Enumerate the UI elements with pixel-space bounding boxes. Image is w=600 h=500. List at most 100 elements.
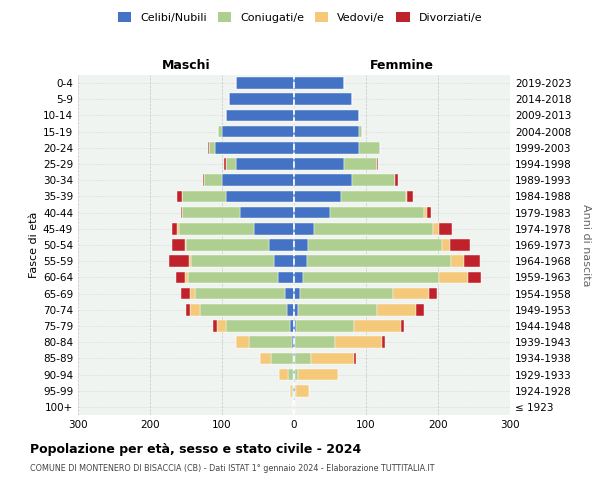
Bar <box>204 174 222 186</box>
Bar <box>181 207 182 218</box>
Y-axis label: Anni di nascita: Anni di nascita <box>581 204 591 286</box>
Bar <box>182 207 240 218</box>
Bar <box>294 94 352 105</box>
Bar <box>439 223 452 234</box>
Bar <box>185 239 186 251</box>
Bar <box>269 239 294 251</box>
Bar <box>294 190 341 202</box>
Bar <box>464 256 480 267</box>
Bar <box>294 158 344 170</box>
Bar <box>294 126 359 138</box>
Bar <box>439 272 468 283</box>
Bar <box>294 239 308 251</box>
Bar <box>298 304 377 316</box>
Bar <box>294 174 352 186</box>
Bar <box>200 304 287 316</box>
Bar <box>290 385 292 396</box>
Text: Femmine: Femmine <box>370 59 434 72</box>
Bar <box>294 272 302 283</box>
Bar <box>217 320 226 332</box>
Bar <box>176 272 185 283</box>
Bar <box>468 272 481 283</box>
Bar <box>294 304 298 316</box>
Bar <box>427 207 431 218</box>
Y-axis label: Fasce di età: Fasce di età <box>29 212 39 278</box>
Bar <box>295 336 335 348</box>
Bar <box>236 336 248 348</box>
Bar <box>352 174 395 186</box>
Bar <box>430 288 437 300</box>
Bar <box>178 223 179 234</box>
Bar <box>294 223 314 234</box>
Bar <box>359 126 362 138</box>
Bar <box>226 158 236 170</box>
Bar <box>442 239 450 251</box>
Bar <box>208 142 209 154</box>
Bar <box>295 385 296 396</box>
Bar <box>295 368 298 380</box>
Bar <box>335 336 382 348</box>
Bar <box>189 256 191 267</box>
Bar <box>179 223 254 234</box>
Bar <box>308 239 442 251</box>
Bar <box>181 288 190 300</box>
Bar <box>341 190 406 202</box>
Bar <box>248 336 292 348</box>
Bar <box>401 320 404 332</box>
Bar <box>185 272 188 283</box>
Bar <box>190 288 196 300</box>
Bar <box>294 352 295 364</box>
Bar <box>394 288 430 300</box>
Bar <box>209 142 215 154</box>
Bar <box>296 320 354 332</box>
Bar <box>224 158 226 170</box>
Bar <box>355 352 356 364</box>
Bar <box>294 142 359 154</box>
Text: Maschi: Maschi <box>161 59 211 72</box>
Bar <box>229 94 294 105</box>
Bar <box>172 223 178 234</box>
Bar <box>287 304 294 316</box>
Bar <box>294 256 307 267</box>
Bar <box>236 158 294 170</box>
Bar <box>359 142 380 154</box>
Bar <box>226 320 290 332</box>
Bar <box>416 304 424 316</box>
Bar <box>226 110 294 122</box>
Bar <box>298 368 338 380</box>
Bar <box>294 336 295 348</box>
Bar <box>377 304 416 316</box>
Bar <box>406 190 407 202</box>
Legend: Celibi/Nubili, Coniugati/e, Vedovi/e, Divorziati/e: Celibi/Nubili, Coniugati/e, Vedovi/e, Di… <box>113 8 487 28</box>
Bar <box>294 288 300 300</box>
Bar <box>278 272 294 283</box>
Bar <box>218 126 222 138</box>
Bar <box>292 385 293 396</box>
Bar <box>290 320 294 332</box>
Bar <box>451 256 464 267</box>
Bar <box>191 256 274 267</box>
Bar <box>296 385 309 396</box>
Bar <box>240 207 294 218</box>
Bar <box>294 110 359 122</box>
Bar <box>172 239 185 251</box>
Bar <box>294 385 295 396</box>
Bar <box>292 336 294 348</box>
Bar <box>395 174 398 186</box>
Bar <box>226 190 294 202</box>
Bar <box>293 401 294 412</box>
Bar <box>302 272 439 283</box>
Bar <box>382 336 385 348</box>
Bar <box>293 385 294 396</box>
Bar <box>203 174 204 186</box>
Bar <box>314 223 433 234</box>
Text: Popolazione per età, sesso e stato civile - 2024: Popolazione per età, sesso e stato civil… <box>30 442 361 456</box>
Bar <box>182 190 226 202</box>
Bar <box>311 352 355 364</box>
Bar <box>188 272 278 283</box>
Bar <box>330 207 424 218</box>
Bar <box>186 239 269 251</box>
Bar <box>450 239 470 251</box>
Text: COMUNE DI MONTENERO DI BISACCIA (CB) - Dati ISTAT 1° gennaio 2024 - Elaborazione: COMUNE DI MONTENERO DI BISACCIA (CB) - D… <box>30 464 434 473</box>
Bar <box>274 256 294 267</box>
